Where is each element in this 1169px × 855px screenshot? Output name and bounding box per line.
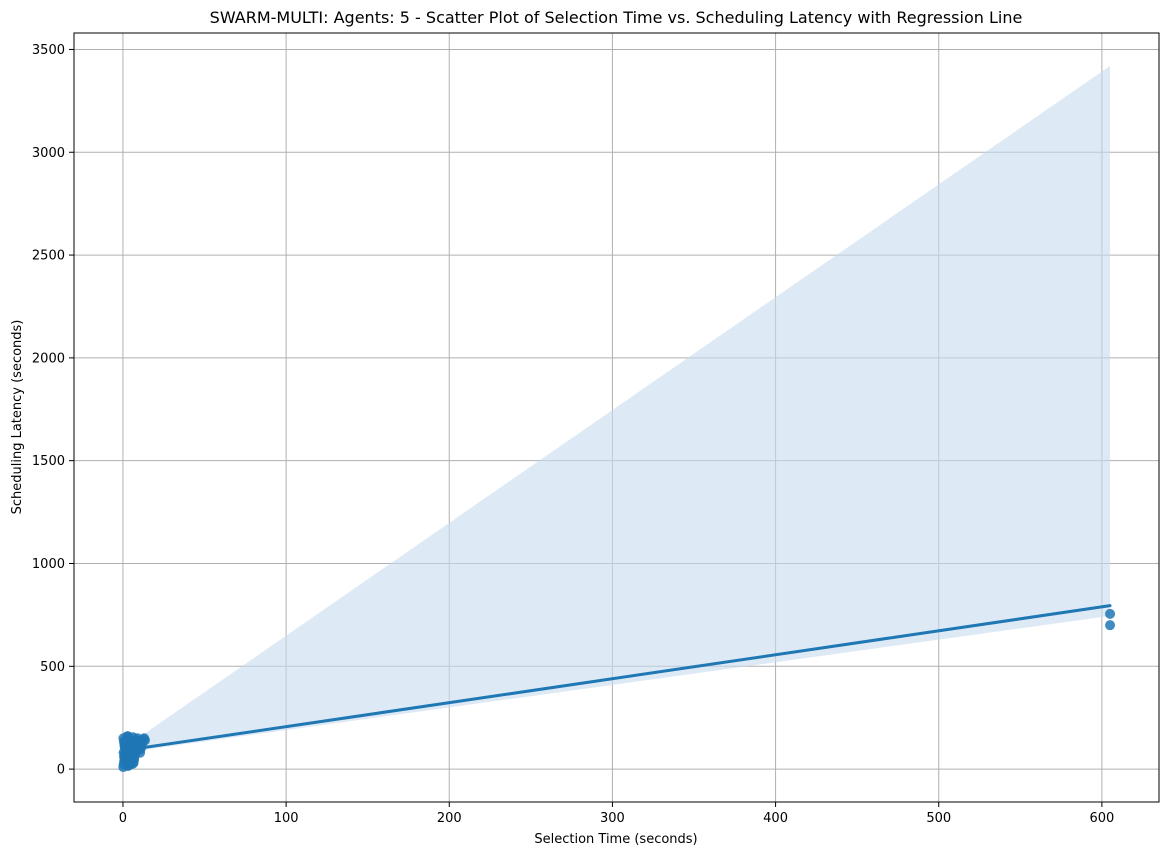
y-tick-label: 2500 [32,249,65,264]
x-tick-label: 600 [1089,811,1114,826]
y-axis-ticks: 0 500 1000 1500 2000 2500 3000 3500 [32,43,74,778]
regression-line [121,604,1112,753]
x-tick-label: 400 [763,811,788,826]
scatter-point [123,749,134,760]
x-axis-ticks: 0 100 200 300 400 500 600 [119,802,1114,826]
y-tick-label: 1000 [32,557,65,572]
y-tick-label: 2000 [32,351,65,366]
x-tick-label: 500 [926,811,951,826]
plot-frame [73,32,1160,803]
scatter-point [1105,608,1116,619]
confidence-band-layer [122,65,1111,753]
y-tick-label: 3500 [32,43,65,58]
y-tick-label: 3000 [32,146,65,161]
x-tick-label: 0 [119,811,127,826]
x-tick-label: 100 [274,811,299,826]
confidence-band [122,65,1111,753]
x-tick-label: 200 [437,811,462,826]
x-axis-label: Selection Time (seconds) [534,832,697,847]
x-tick-label: 300 [600,811,625,826]
y-tick-label: 1500 [32,454,65,469]
chart-title: SWARM-MULTI: Agents: 5 - Scatter Plot of… [210,8,1023,27]
y-axis-label: Scheduling Latency (seconds) [10,320,25,515]
regression-line-layer [121,604,1112,753]
scatter-points-layer [118,608,1116,773]
y-tick-label: 500 [40,660,65,675]
y-tick-label: 0 [57,763,65,778]
scatter-point [139,735,150,746]
scatter-point [1105,620,1116,631]
